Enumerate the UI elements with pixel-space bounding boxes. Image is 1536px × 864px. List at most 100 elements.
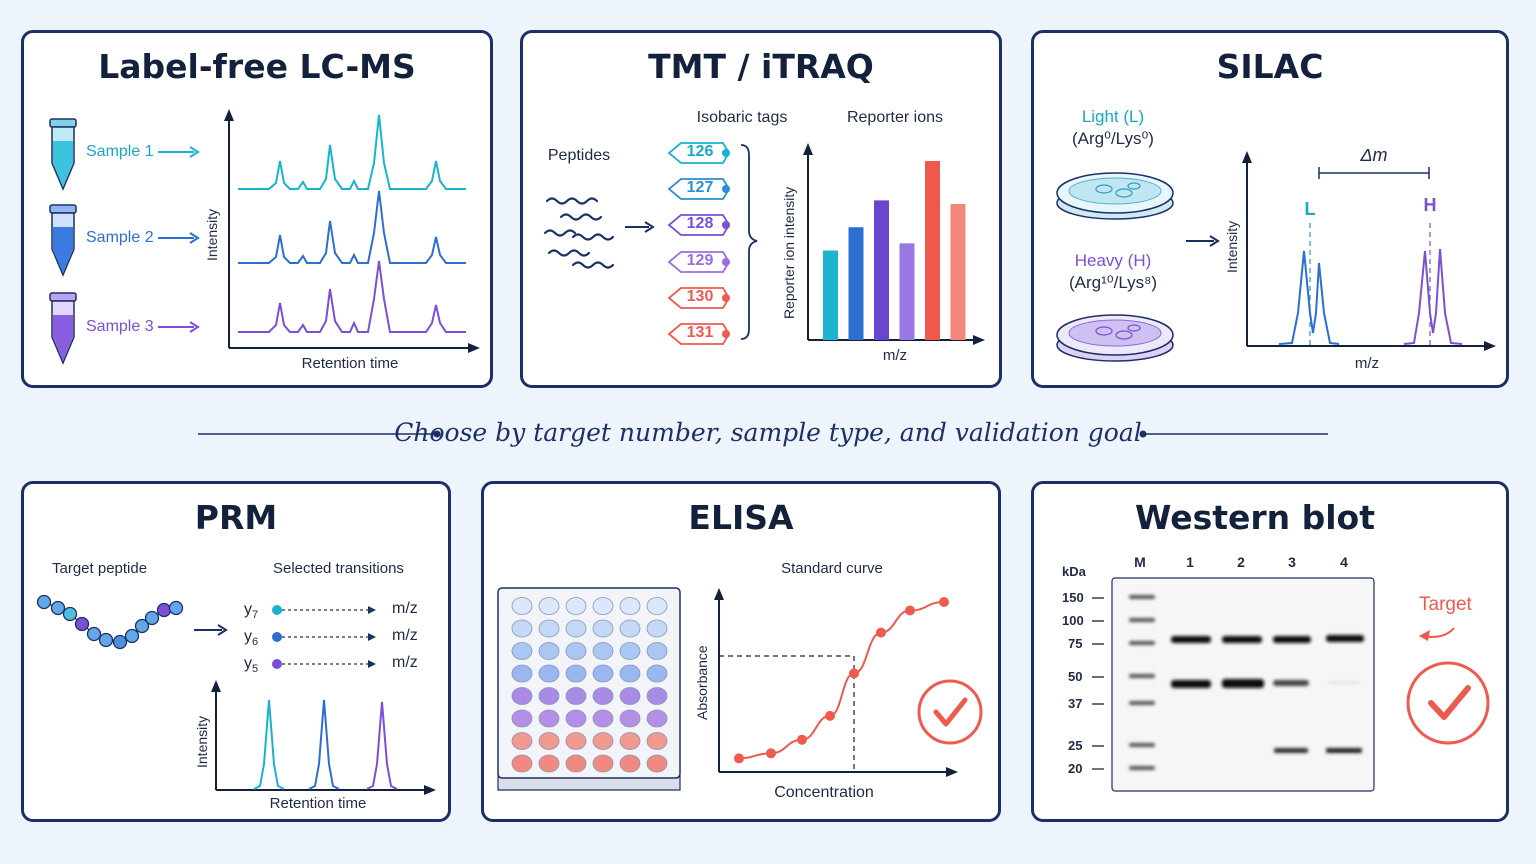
tmt-tags-label: Isobaric tags [696,109,788,126]
prm-target-label: Target peptide [52,560,148,577]
tmt-bar-group [823,161,966,340]
plate-well [592,754,614,773]
tube-3-icon [49,292,77,365]
peptide-chain-icon [36,594,184,650]
elisa-figure [497,587,983,791]
plate-well [565,732,587,750]
tag-129-icon [667,251,731,273]
elisa-y-label: Absorbance [694,645,710,720]
plate-well [619,687,641,705]
light-dish-icon [1056,172,1174,220]
transition-y7: y7 [244,601,259,622]
band-lane4-target [1326,635,1364,642]
sample-1-label: Sample 1 [86,143,154,160]
plate-well [538,664,560,683]
band-lane1-50 [1171,680,1211,688]
plate-well [619,619,641,638]
plate-well [511,642,533,660]
band-lane3-target [1273,636,1311,643]
ladder-bands [1129,595,1155,770]
prm-figure [36,594,436,795]
band-lane1-target [1171,636,1211,643]
prm-peak-y6 [308,699,340,790]
elisa-point-5 [849,668,859,679]
lane-3-label: 3 [1288,554,1296,570]
tmt-peptides-label: Peptides [547,147,611,164]
marker-50-label: 50 [1068,669,1083,684]
elisa-point-3 [797,734,807,745]
plate-well [565,664,587,683]
lane-m-label: M [1134,554,1146,570]
band-lane2-50 [1222,679,1264,688]
tag-130-label: 130 [686,288,714,305]
plate-well [565,597,587,615]
plate-well [511,754,533,773]
plate-well [592,619,614,638]
silac-peak-l-label: L [1304,199,1316,219]
prm-y-label: Intensity [194,715,210,768]
tag-131-label: 131 [686,324,714,341]
marker-25-label: 25 [1068,738,1083,753]
marker-37-label: 37 [1068,696,1083,711]
transition-y7-target: m/z [392,600,418,617]
elisa-curve-line [738,601,945,760]
tmt-bar-128 [874,200,889,340]
tag-130-icon [667,287,731,309]
plate-well [538,642,560,660]
plate-well [511,709,533,728]
target-label: Target [1419,594,1472,615]
trace-sample-3 [238,260,466,333]
plate-well [619,664,641,683]
silac-light-label: Light (L) [1081,107,1145,126]
transition-y5-target: m/z [392,654,418,671]
plate-well [538,619,560,638]
tag-128-icon [667,214,731,236]
tube-2-icon [49,204,77,277]
tag-127-label: 127 [686,179,714,196]
plate-well [511,732,533,750]
tmt-reporter-label: Reporter ions [846,109,944,126]
trace-sample-2 [238,190,466,264]
marker-20-label: 20 [1068,761,1083,776]
plate-well [646,597,668,615]
plate-well [592,709,614,728]
prm-peak-y5 [366,701,398,790]
band-lane3-50 [1273,680,1309,686]
elisa-point-7 [905,605,915,616]
plate-well [646,642,668,660]
silac-x-label: m/z [1354,355,1380,372]
band-lane3-25 [1274,748,1308,753]
tmt-y-label: Reporter ion intensity [781,186,797,319]
plate-well [646,732,668,750]
tmt-bar-131 [950,203,966,340]
tmt-bar-126 [823,250,838,340]
tag-126-icon [667,142,731,164]
marker-150-label: 150 [1062,590,1084,605]
silac-heavy-label: Heavy (H) [1074,251,1152,270]
lane-4-label: 4 [1340,554,1348,570]
plate-well [592,687,614,705]
prm-title: PRM [194,498,278,537]
silac-y-label: Intensity [1224,220,1240,273]
tag-126-label: 126 [686,143,714,160]
silac-figure [1056,151,1496,362]
label-free-y-label: Intensity [204,208,220,261]
plate-well [511,687,533,705]
elisa-curve-label: Standard curve [781,560,883,577]
western-title: Western blot [1134,498,1376,537]
sample-2-label: Sample 2 [86,229,154,246]
label-free-x-label: Retention time [301,355,399,372]
plate-well [619,732,641,750]
plate-well [619,597,641,615]
plate-well [592,664,614,683]
plate-well [538,754,560,773]
plate-well [646,687,668,705]
tmt-title: TMT / iTRAQ [648,47,874,86]
tmt-bar-129 [899,243,915,340]
prm-transitions-label: Selected transitions [273,560,404,577]
plate-well [646,754,668,773]
divider-caption: Choose by target number, sample type, an… [394,418,1142,447]
elisa-curve-group [734,597,949,764]
plate-well [592,597,614,615]
plate-well [538,687,560,705]
